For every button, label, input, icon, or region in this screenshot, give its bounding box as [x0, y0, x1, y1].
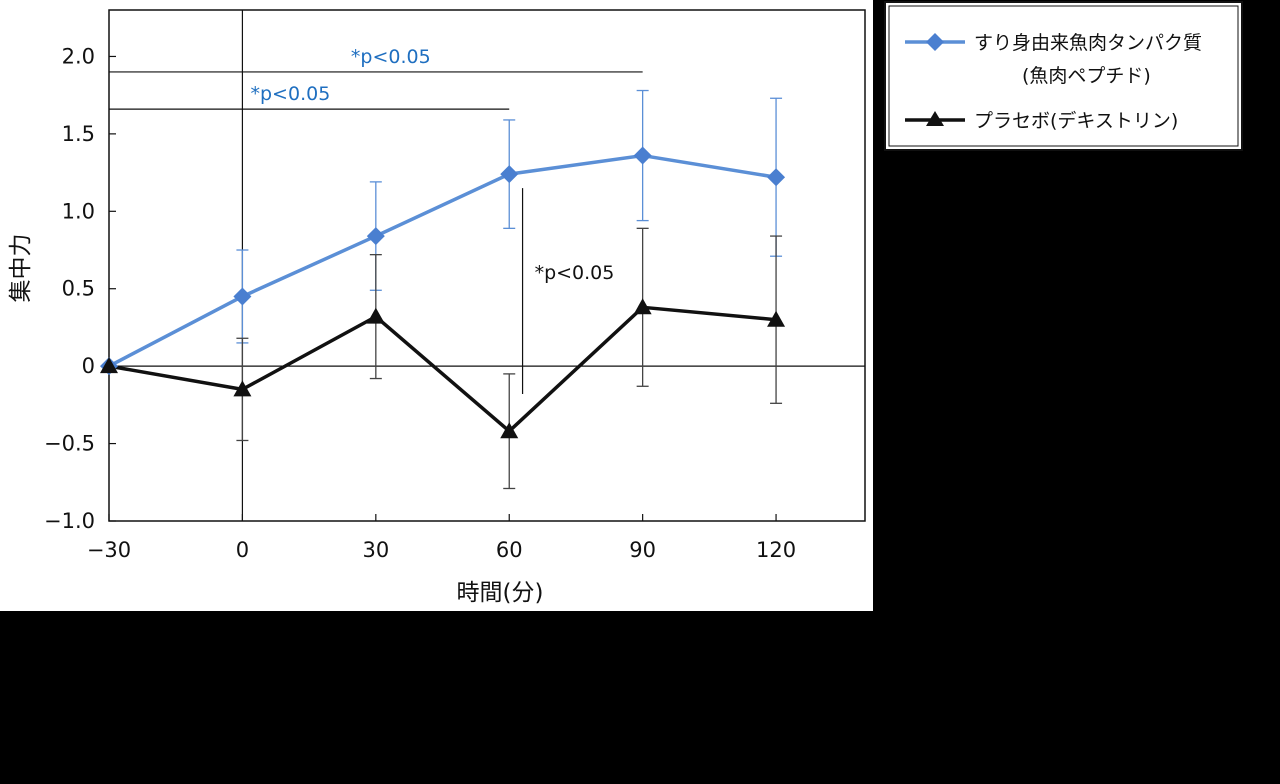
y-tick-label: 0.5	[62, 277, 95, 301]
data-point-placebo	[366, 307, 385, 324]
series-line-placebo	[108, 305, 777, 433]
series-line-fish-peptide	[108, 153, 777, 368]
y-tick-label: 1.5	[62, 122, 95, 146]
data-point-placebo	[633, 298, 652, 315]
legend-marker-fish-peptide	[926, 33, 944, 51]
data-point-placebo	[100, 357, 118, 374]
legend-marker-placebo	[926, 111, 944, 126]
data-point-placebo	[767, 310, 786, 327]
data-point-fish-peptide	[500, 165, 519, 184]
y-tick-label: −1.0	[44, 509, 95, 533]
data-point-placebo	[500, 422, 519, 439]
significance-label: *p<0.05	[251, 83, 331, 105]
y-tick-label: 2.0	[62, 44, 95, 68]
y-tick-label: 1.0	[62, 199, 95, 223]
x-tick-label: 120	[756, 538, 796, 562]
legend: すり身由来魚肉タンパク質 (魚肉ペプチド) プラセボ(デキストリン)	[884, 1, 1243, 151]
x-tick-label: 60	[496, 538, 523, 562]
x-axis-title: 時間(分)	[457, 580, 544, 606]
legend-label-fish-peptide-line2: (魚肉ペプチド)	[1022, 65, 1151, 87]
x-tick-label: 90	[629, 538, 656, 562]
data-point-fish-peptide	[633, 146, 652, 165]
x-tick-label: 0	[236, 538, 249, 562]
y-axis-title: 集中力	[8, 234, 34, 303]
data-point-fish-peptide	[767, 168, 786, 187]
legend-label-placebo: プラセボ(デキストリン)	[974, 110, 1178, 132]
data-point-fish-peptide	[233, 287, 252, 306]
y-tick-label: 0	[82, 354, 95, 378]
y-tick-label: −0.5	[44, 432, 95, 456]
x-tick-label: −30	[87, 538, 131, 562]
plot-area	[108, 9, 866, 522]
significance-label: *p<0.05	[535, 262, 615, 284]
data-point-placebo	[233, 380, 252, 397]
data-point-fish-peptide	[366, 227, 385, 246]
significance-label: *p<0.05	[351, 46, 431, 68]
legend-label-fish-peptide-line1: すり身由来魚肉タンパク質	[974, 32, 1202, 54]
legend-box	[884, 1, 1243, 151]
x-tick-label: 30	[362, 538, 389, 562]
